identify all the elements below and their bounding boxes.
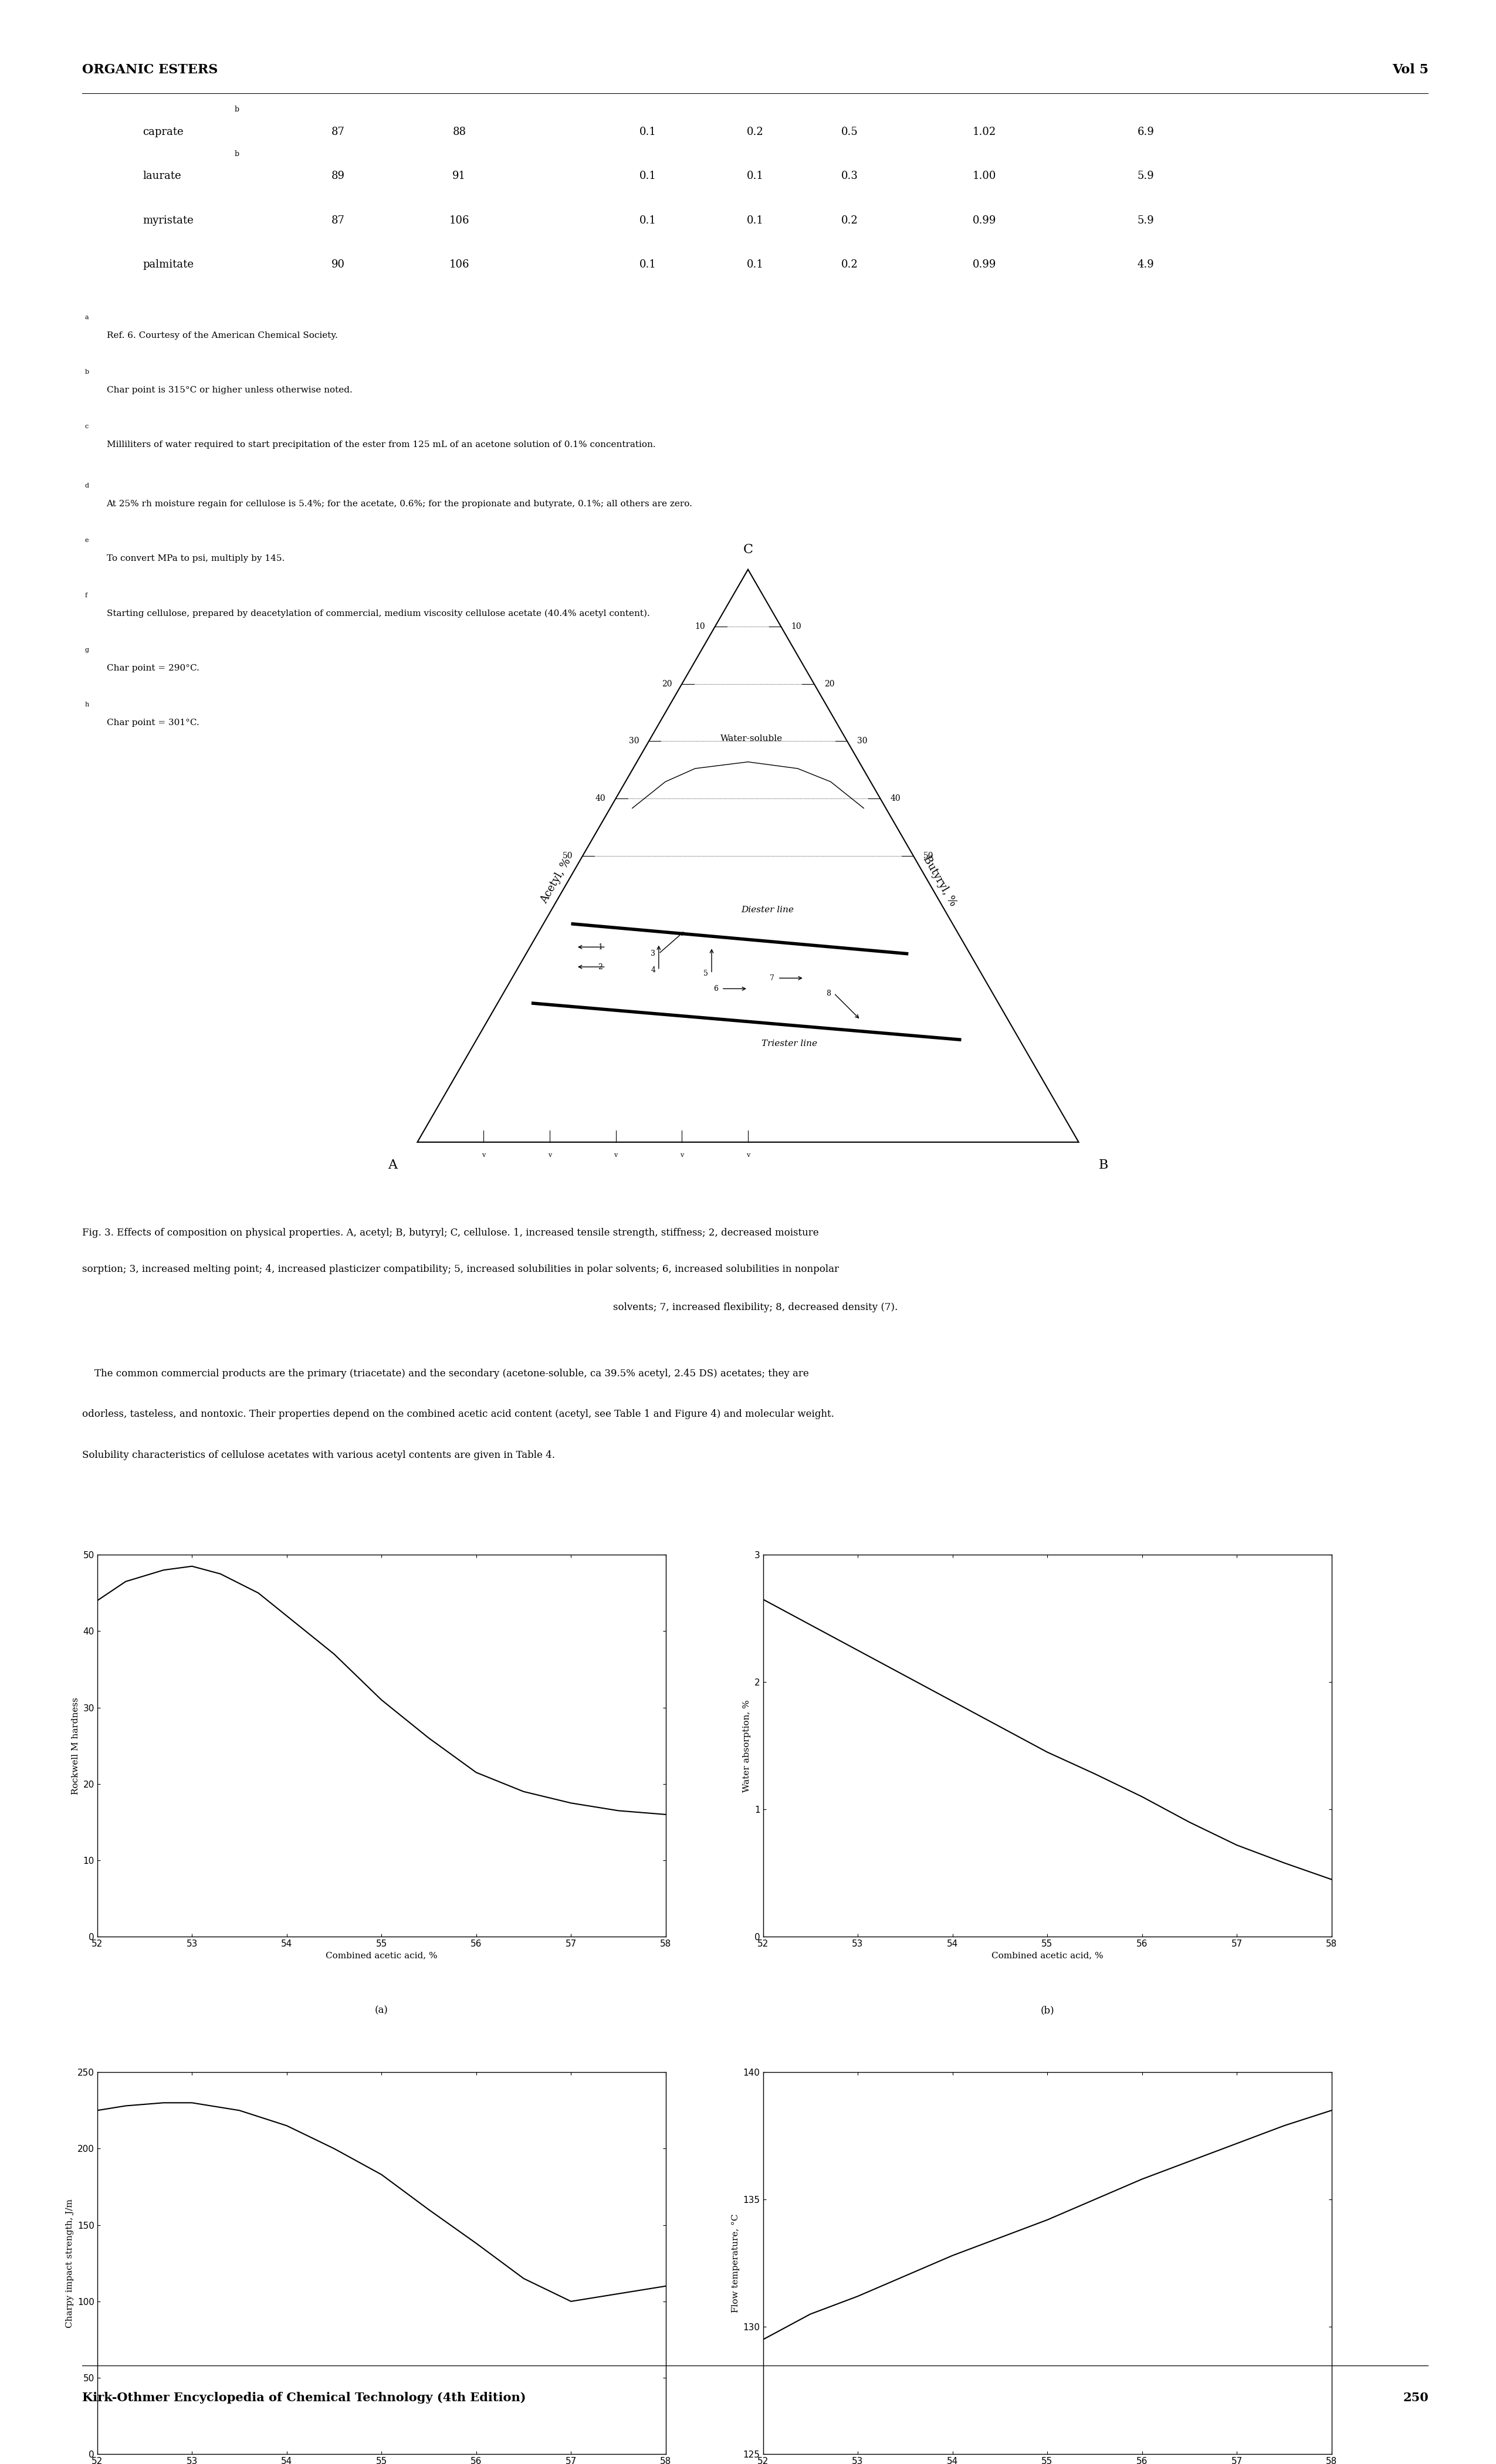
Text: d: d (85, 483, 90, 488)
Text: (b): (b) (1040, 2006, 1055, 2016)
Text: 87: 87 (332, 214, 344, 227)
Text: 0.3: 0.3 (841, 170, 859, 182)
Text: g: g (85, 648, 90, 653)
Text: Char point = 301°C.: Char point = 301°C. (106, 719, 199, 727)
Text: 7: 7 (770, 973, 775, 983)
Text: 20: 20 (824, 680, 835, 687)
Text: 30: 30 (857, 737, 868, 744)
Text: sorption; 3, increased melting point; 4, increased plasticizer compatibility; 5,: sorption; 3, increased melting point; 4,… (82, 1264, 839, 1274)
Text: 10: 10 (694, 623, 705, 631)
Text: 0.1: 0.1 (747, 259, 764, 271)
Text: Diester line: Diester line (742, 907, 794, 914)
Text: v: v (548, 1153, 552, 1158)
Text: b: b (235, 150, 239, 158)
Text: Fig. 3. Effects of composition on physical properties. A, acetyl; B, butyryl; C,: Fig. 3. Effects of composition on physic… (82, 1227, 818, 1237)
Text: h: h (85, 702, 90, 707)
Text: 90: 90 (331, 259, 346, 271)
Text: b: b (85, 370, 90, 375)
Text: Ref. 6. Courtesy of the American Chemical Society.: Ref. 6. Courtesy of the American Chemica… (106, 330, 338, 340)
Text: (a): (a) (375, 2006, 387, 2016)
Text: v: v (681, 1153, 684, 1158)
Text: 250: 250 (1403, 2393, 1429, 2405)
Text: Char point = 290°C.: Char point = 290°C. (106, 663, 199, 673)
Text: The common commercial products are the primary (triacetate) and the secondary (a: The common commercial products are the p… (82, 1370, 809, 1380)
X-axis label: Combined acetic acid, %: Combined acetic acid, % (992, 1951, 1103, 1959)
Text: e: e (85, 537, 88, 545)
Text: 6.9: 6.9 (1137, 126, 1155, 138)
Text: 30: 30 (628, 737, 639, 744)
Text: 106: 106 (449, 214, 470, 227)
X-axis label: Combined acetic acid, %: Combined acetic acid, % (326, 1951, 437, 1959)
Text: myristate: myristate (142, 214, 194, 227)
Text: c: c (85, 424, 88, 429)
Text: palmitate: palmitate (142, 259, 194, 271)
Text: 50: 50 (923, 853, 934, 860)
Text: 5.9: 5.9 (1137, 170, 1155, 182)
Text: v: v (613, 1153, 618, 1158)
Text: 20: 20 (661, 680, 672, 687)
Text: 3: 3 (651, 949, 655, 958)
Text: 0.99: 0.99 (972, 214, 996, 227)
Text: 5.9: 5.9 (1137, 214, 1155, 227)
Y-axis label: Flow temperature, °C: Flow temperature, °C (732, 2213, 741, 2314)
Text: b: b (235, 106, 239, 113)
Text: laurate: laurate (142, 170, 181, 182)
Text: Solubility characteristics of cellulose acetates with various acetyl contents ar: Solubility characteristics of cellulose … (82, 1449, 555, 1461)
Text: 0.5: 0.5 (841, 126, 859, 138)
Text: A: A (387, 1158, 398, 1170)
Text: ORGANIC ESTERS: ORGANIC ESTERS (82, 64, 218, 76)
Text: To convert MPa to psi, multiply by 145.: To convert MPa to psi, multiply by 145. (106, 554, 284, 562)
Text: Water-soluble: Water-soluble (720, 734, 782, 742)
Text: Kirk-Othmer Encyclopedia of Chemical Technology (4th Edition): Kirk-Othmer Encyclopedia of Chemical Tec… (82, 2393, 527, 2405)
Y-axis label: Charpy impact strength, J/m: Charpy impact strength, J/m (66, 2198, 75, 2328)
Text: 0.2: 0.2 (841, 259, 859, 271)
Text: 0.99: 0.99 (972, 259, 996, 271)
Text: f: f (85, 591, 87, 599)
Text: 87: 87 (332, 126, 344, 138)
Text: C: C (744, 542, 752, 557)
Text: 6: 6 (714, 986, 718, 993)
Text: 0.1: 0.1 (639, 259, 657, 271)
Text: Starting cellulose, prepared by deacetylation of commercial, medium viscosity ce: Starting cellulose, prepared by deacetyl… (106, 609, 649, 618)
Text: 0.2: 0.2 (747, 126, 764, 138)
Text: Triester line: Triester line (761, 1040, 817, 1047)
Text: caprate: caprate (142, 126, 184, 138)
Text: 0.2: 0.2 (841, 214, 859, 227)
Text: 89: 89 (331, 170, 346, 182)
Text: v: v (747, 1153, 749, 1158)
Text: 4.9: 4.9 (1137, 259, 1155, 271)
Text: v: v (482, 1153, 485, 1158)
Text: Milliliters of water required to start precipitation of the ester from 125 mL of: Milliliters of water required to start p… (106, 441, 655, 448)
Text: 50: 50 (562, 853, 573, 860)
Text: 2: 2 (598, 963, 603, 971)
Text: 88: 88 (452, 126, 467, 138)
Text: Char point is 315°C or higher unless otherwise noted.: Char point is 315°C or higher unless oth… (106, 387, 352, 394)
Text: 40: 40 (595, 793, 606, 803)
Text: 10: 10 (791, 623, 802, 631)
Text: Butyryl, %: Butyryl, % (922, 855, 959, 907)
Text: 0.1: 0.1 (639, 170, 657, 182)
Text: Acetyl, %: Acetyl, % (539, 857, 573, 904)
Text: 91: 91 (452, 170, 467, 182)
Text: odorless, tasteless, and nontoxic. Their properties depend on the combined aceti: odorless, tasteless, and nontoxic. Their… (82, 1409, 835, 1419)
Text: solvents; 7, increased flexibility; 8, decreased density (7).: solvents; 7, increased flexibility; 8, d… (613, 1301, 898, 1313)
Text: 0.1: 0.1 (639, 214, 657, 227)
Text: 8: 8 (826, 991, 830, 998)
Text: 0.1: 0.1 (747, 170, 764, 182)
Text: 5: 5 (703, 971, 708, 978)
Text: 1: 1 (598, 944, 603, 951)
Text: a: a (85, 315, 88, 320)
Text: 1.00: 1.00 (972, 170, 996, 182)
Y-axis label: Rockwell M hardness: Rockwell M hardness (72, 1698, 79, 1794)
Text: 0.1: 0.1 (639, 126, 657, 138)
Text: 4: 4 (651, 966, 655, 973)
Y-axis label: Water absorption, %: Water absorption, % (744, 1700, 751, 1791)
Text: 40: 40 (890, 793, 901, 803)
Text: 0.1: 0.1 (747, 214, 764, 227)
Text: 1.02: 1.02 (972, 126, 996, 138)
Text: B: B (1098, 1158, 1109, 1170)
Text: Vol 5: Vol 5 (1393, 64, 1429, 76)
Text: At 25% rh moisture regain for cellulose is 5.4%; for the acetate, 0.6%; for the : At 25% rh moisture regain for cellulose … (106, 500, 693, 508)
Text: 106: 106 (449, 259, 470, 271)
